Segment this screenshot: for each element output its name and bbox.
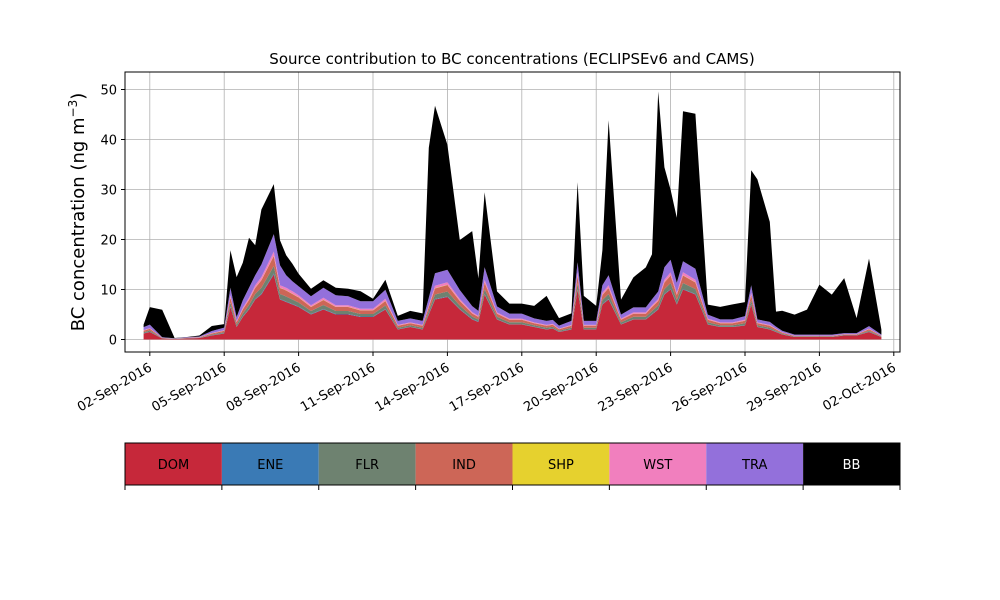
x-tick-label: 05-Sep-2016 [149, 360, 229, 415]
legend-swatch-flr [318, 443, 416, 485]
legend-swatch-bb [803, 443, 900, 485]
chart-title: Source contribution to BC concentrations… [269, 50, 754, 68]
legend-swatch-shp [512, 443, 610, 485]
x-tick-label: 02-Sep-2016 [75, 360, 155, 415]
legend-label-dom: DOM [158, 458, 189, 473]
legend-label-wst: WST [643, 458, 672, 473]
series-area-ind [143, 256, 882, 339]
y-tick-label: 0 [109, 334, 117, 349]
x-tick-label: 11-Sep-2016 [298, 360, 378, 415]
legend-swatch-wst [609, 443, 707, 485]
plot-frame [124, 71, 901, 353]
x-tick-label: 02-Oct-2016 [820, 360, 898, 414]
legend-label-tra: TRA [741, 458, 767, 473]
x-tick-label: 26-Sep-2016 [670, 360, 750, 415]
series-area-tra [143, 234, 882, 339]
x-axis: 02-Sep-201605-Sep-201608-Sep-201611-Sep-… [75, 352, 899, 415]
legend-swatch-dom [125, 443, 222, 485]
legend-label-ene: ENE [257, 458, 283, 473]
x-tick-label: 29-Sep-2016 [745, 360, 825, 415]
legend: DOM ENE FLR IND SHP WST TRA BB [124, 442, 901, 490]
legend-swatch-tra [706, 443, 804, 485]
series-area-dom [143, 274, 882, 340]
x-tick-label: 08-Sep-2016 [224, 360, 304, 415]
y-tick-label: 40 [100, 134, 117, 149]
series-area-bb [143, 91, 882, 339]
legend-swatch-ene [221, 443, 319, 485]
legend-label-ind: IND [452, 458, 476, 473]
y-tick-label: 30 [100, 184, 117, 199]
y-tick-label: 10 [100, 284, 117, 299]
x-tick-label: 14-Sep-2016 [373, 360, 453, 415]
x-tick-label: 20-Sep-2016 [521, 360, 601, 415]
stacked-areas [143, 91, 882, 340]
y-axis-label: BC concentration (ng m−3) [66, 93, 89, 332]
legend-label-flr: FLR [355, 458, 379, 473]
y-tick-label: 20 [100, 234, 117, 249]
y-tick-label: 50 [100, 84, 117, 99]
legend-label-shp: SHP [548, 458, 574, 473]
legend-swatch-ind [415, 443, 513, 485]
x-tick-label: 17-Sep-2016 [447, 360, 527, 415]
series-area-flr [143, 266, 882, 339]
legend-label-bb: BB [843, 458, 861, 473]
x-tick-label: 23-Sep-2016 [596, 360, 676, 415]
y-axis: 0 10 20 30 40 50 [100, 84, 125, 349]
